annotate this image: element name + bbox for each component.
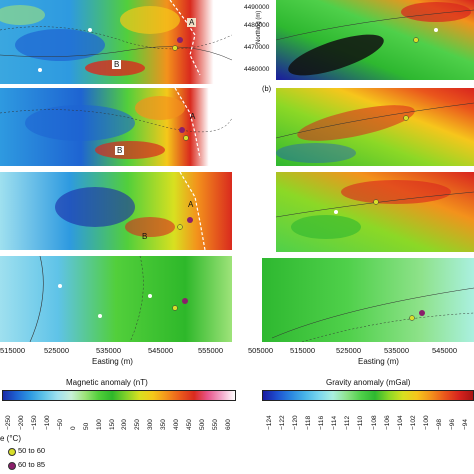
left-easting-tick: 555000: [198, 346, 224, 355]
magnetic-colorbar-label: Magnetic anomaly (nT): [66, 378, 148, 387]
northing-tick: 4470000: [244, 44, 270, 51]
gravity-layer-2: [276, 88, 474, 166]
magnetic-colorbar-tick-label: −250: [5, 415, 13, 430]
left-easting-tick: 545000: [148, 346, 174, 355]
right-easting-label: Easting (m): [358, 357, 399, 366]
magnetic-colorbar-tick-label: −50: [57, 418, 64, 430]
left-easting-label: Easting (m): [92, 357, 133, 366]
side-label-a-3: A: [188, 200, 194, 209]
gravity-colorbar-tick-label: −106: [383, 415, 391, 430]
northing-tick: 4460000: [244, 66, 270, 73]
temperature-legend-title: e (°C): [0, 434, 21, 443]
magnetic-colorbar-tick-label: 250: [134, 419, 142, 430]
left-easting-tick: 515000: [0, 346, 26, 355]
magnetic-colorbar-tick-label: 300: [147, 419, 155, 430]
magnetic-colorbar-tick-label: −150: [31, 415, 39, 430]
gravity-colorbar-tick-label: −94: [462, 418, 470, 430]
gravity-colorbar-tick-label: −122: [278, 415, 286, 430]
magnetic-colorbar-tick-label: 450: [185, 419, 193, 430]
magnetic-layer-4: [0, 256, 232, 342]
gravity-colorbar-tick-label: −120: [291, 415, 299, 430]
magnetic-colorbar-tick-label: 350: [160, 419, 168, 430]
magnetic-colorbar-tick-label: 500: [198, 419, 206, 430]
magnetic-layer-1: [0, 0, 232, 84]
magnetic-colorbar-tick-label: 150: [108, 419, 116, 430]
magnetic-colorbar-tick-label: 400: [173, 419, 180, 430]
gravity-colorbar-tick-label: −96: [449, 418, 457, 430]
magnetic-colorbar-tick-label: 100: [95, 419, 103, 430]
gravity-colorbar-tick-label: −110: [357, 415, 365, 430]
temperature-class-1-marker: [8, 448, 16, 456]
gravity-colorbar-tick-label: −124: [265, 415, 273, 430]
right-easting-tick: 535000: [384, 346, 410, 355]
gravity-colorbar-tick-label: −98: [436, 418, 444, 430]
right-easting-tick: 525000: [336, 346, 362, 355]
gravity-colorbar-tick-label: −108: [370, 415, 378, 430]
gravity-colorbar-tick-label: −116: [318, 415, 326, 430]
magnetic-colorbar: [2, 390, 236, 401]
gravity-colorbar-tick-label: −112: [344, 415, 352, 430]
gravity-layer-3: [276, 172, 474, 252]
gravity-colorbar: [262, 390, 474, 401]
left-easting-tick: 535000: [96, 346, 122, 355]
temperature-class-1-label: 50 to 60: [18, 446, 46, 455]
side-label-b-3: B: [142, 232, 148, 241]
gravity-layer-4: [262, 258, 474, 342]
northing-tick: 4480000: [244, 22, 270, 29]
gravity-colorbar-tick-label: −104: [396, 415, 404, 430]
side-label-b-2: B: [115, 146, 125, 155]
magnetic-colorbar-tick-label: 200: [121, 419, 129, 430]
temperature-class-2-label: 60 to 85: [18, 460, 46, 469]
magnetic-colorbar-tick-label: 50: [82, 422, 90, 430]
left-easting-tick: 525000: [44, 346, 70, 355]
magnetic-colorbar-tick-label: 550: [211, 419, 219, 430]
gravity-layer-1: [276, 0, 474, 80]
magnetic-colorbar-tick-label: 0: [69, 426, 77, 430]
gravity-colorbar-tick-label: −100: [423, 415, 431, 430]
gravity-colorbar-tick-label: −118: [304, 415, 312, 430]
northing-tick: 4490000: [244, 4, 270, 11]
magnetic-colorbar-tick-label: −200: [18, 415, 26, 430]
side-label-a-1: A: [187, 18, 197, 27]
side-label-a-2: A: [190, 112, 196, 121]
magnetic-layer-3: [0, 172, 232, 250]
right-easting-tick: 545000: [432, 346, 458, 355]
gravity-colorbar-tick-label: −102: [409, 415, 417, 430]
panel-b-label: (b): [262, 84, 272, 93]
right-easting-tick: 505000: [248, 346, 274, 355]
gravity-colorbar-label: Gravity anomaly (mGal): [326, 378, 411, 387]
side-label-b-1: B: [112, 60, 122, 69]
right-easting-tick: 515000: [290, 346, 316, 355]
magnetic-colorbar-tick-label: 600: [224, 419, 232, 430]
gravity-colorbar-tick-label: −114: [331, 415, 339, 430]
temperature-class-2-marker: [8, 462, 16, 470]
magnetic-colorbar-tick-label: −100: [44, 415, 52, 430]
